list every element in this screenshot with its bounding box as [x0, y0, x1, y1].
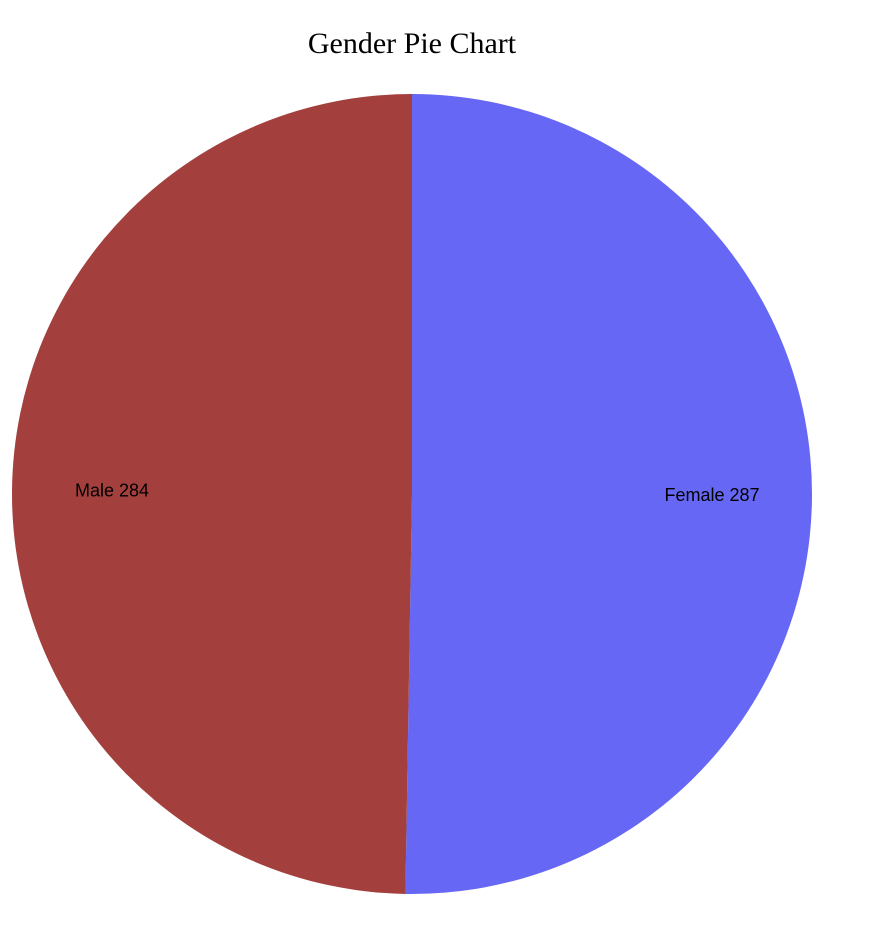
chart-title: Gender Pie Chart	[308, 27, 517, 60]
pie-label-female: Female 287	[664, 485, 759, 505]
pie-slices	[12, 94, 813, 894]
pie-label-male: Male 284	[75, 480, 149, 500]
pie-slice-male	[12, 94, 413, 894]
pie-slice-female	[405, 94, 813, 894]
pie-labels: Female 287 Male 284	[75, 480, 760, 505]
